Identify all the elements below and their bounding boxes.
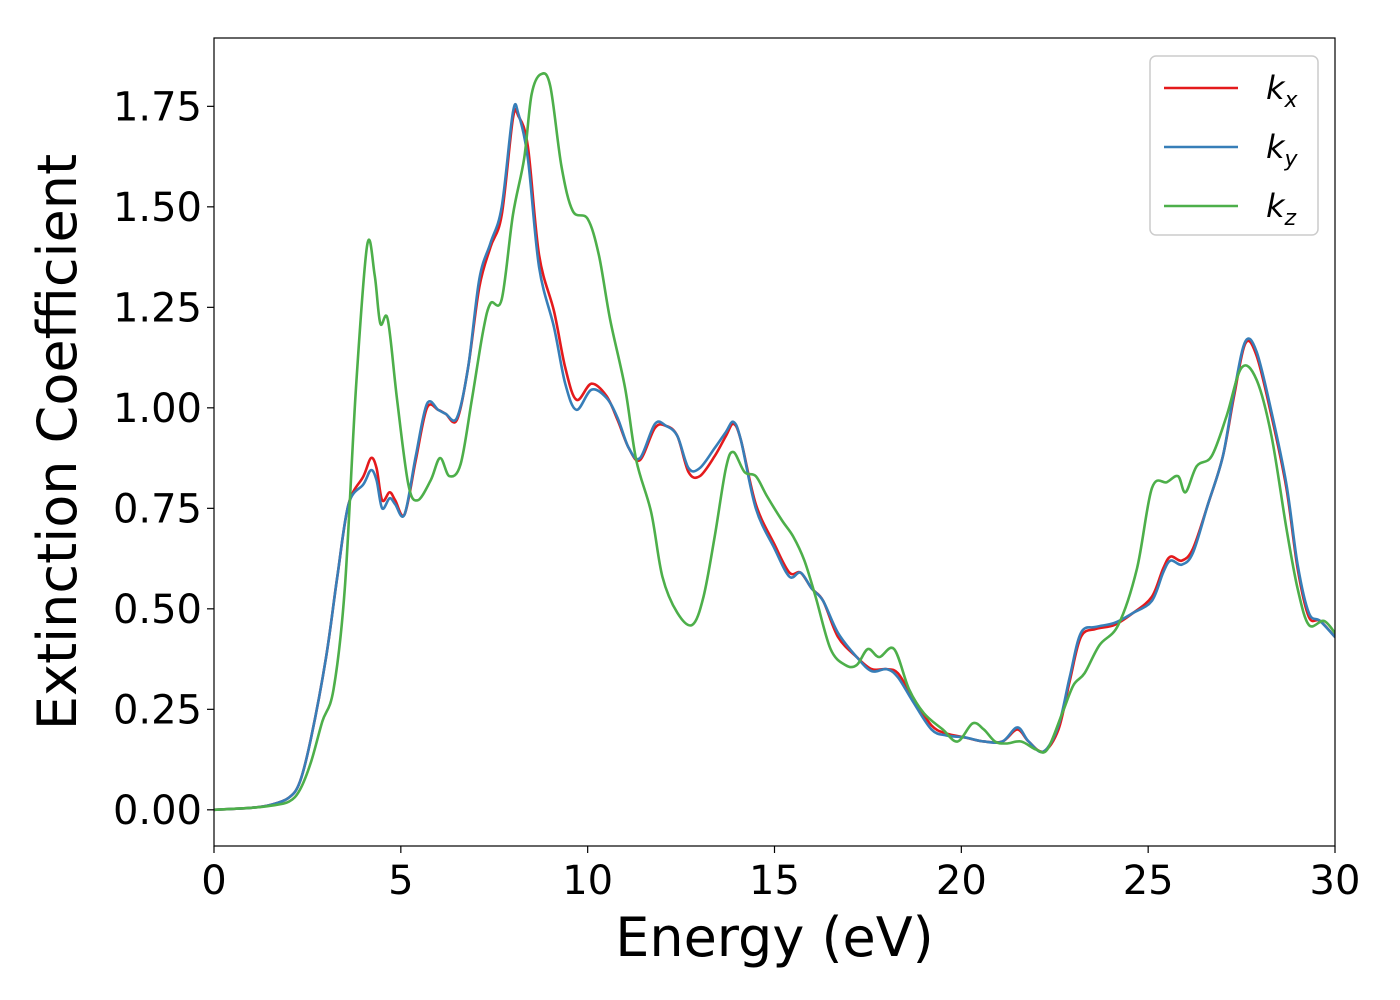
legend-label-subscript: x	[1284, 88, 1299, 113]
x-tick-label: 25	[1123, 858, 1174, 904]
series-layer	[214, 72, 1335, 812]
y-axis: 0.00 0.25 0.50 0.75 1.00 1.25 1.50 1.75	[113, 84, 214, 834]
legend-label-subscript: z	[1284, 206, 1297, 231]
x-tick-label: 30	[1310, 858, 1361, 904]
y-tick-label: 1.50	[113, 185, 202, 231]
y-tick-label: 1.25	[113, 285, 202, 331]
x-tick-label: 15	[749, 858, 800, 904]
series-line-2	[214, 102, 1335, 812]
legend-label-base: k	[1266, 187, 1286, 225]
series-line-1	[214, 108, 1335, 812]
legend-label-base: k	[1266, 69, 1286, 107]
legend-label: kx	[1266, 69, 1299, 113]
y-tick-label: 1.75	[113, 84, 202, 130]
legend-label: ky	[1266, 128, 1299, 172]
legend-label: kz	[1266, 187, 1297, 231]
x-axis: 0 5 10 15 20 25 30	[201, 846, 1360, 904]
x-tick-label: 20	[936, 858, 987, 904]
y-tick-label: 0.50	[113, 587, 202, 633]
x-axis-title: Energy (eV)	[615, 906, 934, 969]
legend-box	[1149, 55, 1319, 236]
x-tick-label: 0	[201, 858, 226, 904]
y-tick-label: 0.00	[113, 788, 202, 834]
y-tick-label: 0.75	[113, 486, 202, 532]
legend-label-base: k	[1266, 128, 1286, 166]
y-tick-label: 1.00	[113, 386, 202, 432]
x-tick-label: 5	[388, 858, 413, 904]
x-tick-label: 10	[562, 858, 613, 904]
legend-label-subscript: y	[1284, 147, 1299, 172]
y-axis-title: Extinction Coefficient	[26, 154, 89, 730]
y-tick-label: 0.25	[113, 687, 202, 733]
series-line-3	[214, 72, 1335, 812]
